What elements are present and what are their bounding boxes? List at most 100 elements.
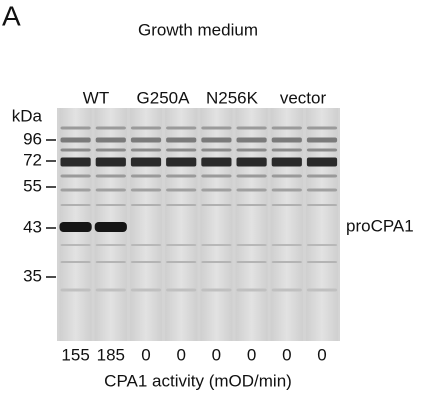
gel-band xyxy=(201,157,232,167)
gel-band xyxy=(166,204,197,206)
gel-band xyxy=(60,204,91,206)
gel-band xyxy=(60,174,91,178)
gel-band xyxy=(60,261,91,263)
gel-band xyxy=(236,174,267,178)
gel-band xyxy=(271,288,302,292)
gel-band xyxy=(306,288,338,292)
gel-band xyxy=(60,244,91,246)
marker-label: 72 xyxy=(23,150,42,169)
gel-lane xyxy=(200,108,233,341)
gel-band xyxy=(94,222,127,232)
gel-lane xyxy=(305,108,339,341)
gel-band xyxy=(271,174,302,178)
gel-band xyxy=(130,148,162,152)
gel-band xyxy=(306,126,338,130)
gel-band xyxy=(306,261,338,263)
gel-band xyxy=(236,137,267,143)
marker-label: 35 xyxy=(23,266,42,285)
gel-band xyxy=(236,244,267,246)
gel-band xyxy=(95,126,126,130)
gel-band xyxy=(201,244,232,246)
activity-value: 0 xyxy=(282,345,291,364)
gel-lane xyxy=(235,108,268,341)
gel-lane xyxy=(270,108,303,341)
marker-label: 43 xyxy=(23,217,42,236)
gel-band xyxy=(201,188,232,192)
activity-value: 155 xyxy=(61,345,89,364)
gel-band xyxy=(306,188,338,192)
gel-band xyxy=(130,157,162,167)
gel-lane xyxy=(165,108,198,341)
gel-band xyxy=(306,244,338,246)
panel-label: A xyxy=(2,0,21,31)
gel-band xyxy=(166,126,197,130)
gel-band xyxy=(271,157,302,167)
gel-band xyxy=(306,174,338,178)
gel-band xyxy=(306,204,338,206)
gel-band xyxy=(201,137,232,143)
gel-band xyxy=(236,204,267,206)
gel-band xyxy=(271,126,302,130)
activity-value: 0 xyxy=(317,345,326,364)
gel-band xyxy=(271,261,302,263)
gel-band xyxy=(236,126,267,130)
gel-band xyxy=(306,157,338,167)
gel-band xyxy=(130,244,162,246)
gel-band xyxy=(130,174,162,178)
gel-band xyxy=(130,188,162,192)
gel-band xyxy=(306,137,338,143)
gel-band xyxy=(271,244,302,246)
gel-band xyxy=(130,126,162,130)
gel-band xyxy=(271,188,302,192)
gel-band xyxy=(60,157,91,167)
gel-band xyxy=(271,137,302,143)
gel-band xyxy=(95,288,126,292)
gel-band xyxy=(166,244,197,246)
band-label: proCPA1 xyxy=(346,216,414,235)
gel-band xyxy=(60,126,91,130)
activity-value: 0 xyxy=(212,345,221,364)
gel-band xyxy=(166,148,197,152)
gel-band xyxy=(166,188,197,192)
lane-label: WT xyxy=(83,88,109,107)
gel-band xyxy=(95,188,126,192)
gel-band xyxy=(95,261,126,263)
gel-band xyxy=(236,188,267,192)
gel-band xyxy=(95,137,126,143)
gel-band xyxy=(236,261,267,263)
lane-label: N256K xyxy=(206,88,259,107)
lane-label: G250A xyxy=(137,88,191,107)
marker-unit: kDa xyxy=(12,106,43,125)
gel-band xyxy=(166,137,197,143)
gel-band xyxy=(59,222,92,232)
marker-ticks xyxy=(46,139,56,278)
gel-band xyxy=(130,261,162,263)
gel-band xyxy=(271,148,302,152)
panel-title: Growth medium xyxy=(138,20,258,39)
gel-band xyxy=(60,137,91,143)
activity-caption: CPA1 activity (mOD/min) xyxy=(104,371,292,390)
gel-band xyxy=(95,204,126,206)
gel-band xyxy=(166,261,197,263)
gel-band xyxy=(130,204,162,206)
activity-values: 155 185 0 0 0 0 0 0 xyxy=(61,345,326,364)
activity-value: 0 xyxy=(176,345,185,364)
gel-band xyxy=(95,174,126,178)
gel-band xyxy=(201,261,232,263)
gel-band xyxy=(166,288,197,292)
gel-band xyxy=(201,174,232,178)
gel-band xyxy=(201,148,232,152)
gel-band xyxy=(130,288,162,292)
activity-value: 0 xyxy=(247,345,256,364)
gel-lane xyxy=(129,108,163,341)
gel-band xyxy=(201,204,232,206)
gel-band xyxy=(236,157,267,167)
gel-band xyxy=(236,148,267,152)
gel-band xyxy=(60,188,91,192)
activity-value: 0 xyxy=(141,345,150,364)
gel-band xyxy=(306,148,338,152)
gel-band xyxy=(60,148,91,152)
gel-band xyxy=(236,288,267,292)
gel-band xyxy=(166,157,197,167)
